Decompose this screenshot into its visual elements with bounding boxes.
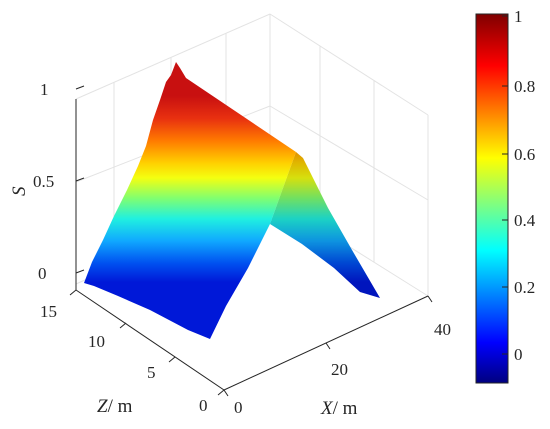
- s-axis-title: S: [9, 186, 30, 196]
- z-axis-title-unit: / m: [108, 396, 133, 417]
- z-tick-label-15: 15: [40, 302, 57, 321]
- x-tick-label-0: 0: [234, 398, 243, 417]
- colorbar-tick-0: 0: [514, 345, 523, 364]
- x-axis-title-unit: / m: [333, 398, 358, 419]
- colorbar-tick-1: 1: [514, 7, 523, 26]
- s-tick-label-0: 0: [38, 264, 47, 283]
- ridge-surface: [84, 62, 380, 339]
- ridge-back-shade: [270, 152, 380, 298]
- colorbar-tick-0-2: 0.2: [514, 278, 535, 297]
- z-tick-label-10: 10: [88, 332, 105, 351]
- x-axis-title-symbol: X: [320, 398, 334, 419]
- colorbar-tick-0-4: 0.4: [514, 211, 536, 230]
- z-axis-title-symbol: Z: [97, 396, 108, 417]
- s-tick-label-0-5: 0.5: [33, 172, 54, 191]
- s-tick-label-1: 1: [40, 80, 49, 99]
- x-tick-label-40: 40: [434, 320, 451, 339]
- colorbar-tick-0-6: 0.6: [514, 145, 535, 164]
- ridge-back-slope: [270, 152, 380, 298]
- s-axis-ticks: 1 0.5 0: [33, 80, 85, 283]
- z-axis-title: Z/ m: [97, 396, 133, 417]
- x-axis-ticks: 0 20 40: [223, 295, 451, 417]
- colorbar-tick-0-8: 0.8: [514, 77, 535, 96]
- z-tick-label-5: 5: [147, 363, 156, 382]
- z-axis-ticks: 15 10 5 0: [40, 289, 225, 415]
- colorbar: 1 0.8 0.6 0.4 0.2 0: [475, 7, 536, 384]
- z-tick-label-0: 0: [199, 396, 208, 415]
- ridge-front-slope: [84, 62, 296, 339]
- x-axis-title: X/ m: [320, 398, 358, 419]
- x-tick-label-20: 20: [331, 360, 348, 379]
- colorbar-gradient: [475, 13, 509, 384]
